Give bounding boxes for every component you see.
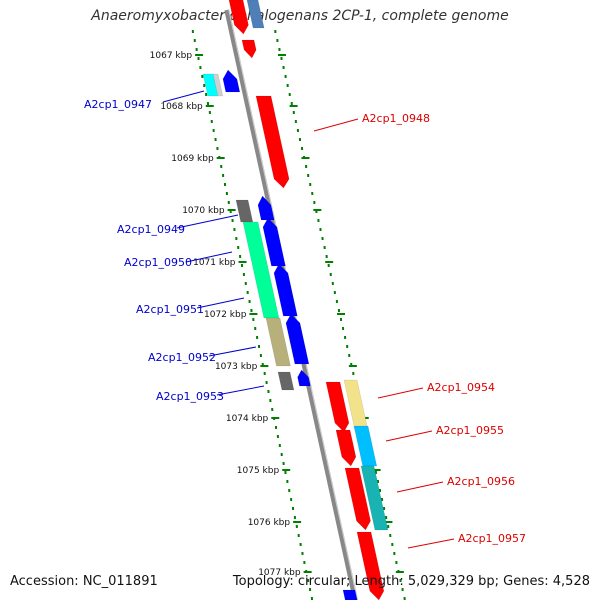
gene-label[interactable]: A2cp1_0952 [148, 351, 216, 364]
gene-feature[interactable] [212, 73, 224, 97]
gene-label-leader [313, 118, 359, 132]
gene-label-leader [196, 297, 245, 309]
tick-label: 1069 kbp [171, 154, 214, 164]
gene-label-leader [176, 214, 239, 229]
gene-feature[interactable] [235, 199, 254, 223]
tick-label: 1068 kbp [160, 102, 203, 112]
gene-label[interactable]: A2cp1_0948 [362, 112, 430, 125]
gene-feature[interactable] [262, 217, 286, 267]
gene-label[interactable]: A2cp1_0956 [447, 475, 515, 488]
gene-label-leader [377, 387, 424, 399]
gene-feature[interactable] [273, 263, 298, 317]
gene-feature[interactable] [325, 381, 350, 433]
accession-text: Accession: NC_011891 [10, 574, 158, 589]
gene-label-leader [162, 90, 205, 103]
tick-label: 1075 kbp [237, 466, 280, 476]
tick-label: 1076 kbp [248, 518, 291, 528]
gene-feature[interactable] [360, 465, 389, 531]
gene-label-leader [385, 430, 433, 442]
gene-feature[interactable] [342, 589, 358, 600]
gene-feature[interactable] [335, 429, 357, 467]
gene-label-leader [208, 346, 257, 357]
gene-label-leader [396, 481, 444, 493]
gene-feature[interactable] [246, 0, 265, 29]
gene-feature[interactable] [356, 531, 385, 600]
gene-label[interactable]: A2cp1_0947 [84, 98, 152, 111]
tick-label: 1073 kbp [215, 362, 258, 372]
gene-label[interactable]: A2cp1_0951 [136, 303, 204, 316]
gene-label[interactable]: A2cp1_0957 [458, 532, 526, 545]
map-title: Anaeromyxobacter dehalogenans 2CP-1, com… [91, 8, 509, 24]
gene-feature[interactable] [353, 425, 378, 467]
genome-summary-text: Topology: circular; Length: 5,029,329 bp… [232, 574, 590, 589]
gene-feature[interactable] [222, 69, 241, 93]
tick-label: 1070 kbp [182, 206, 225, 216]
gene-label-leader [185, 251, 233, 263]
gene-feature[interactable] [285, 313, 310, 365]
tick-label: 1071 kbp [193, 258, 236, 268]
gene-label[interactable]: A2cp1_0949 [117, 223, 185, 236]
gene-label-leader [216, 385, 265, 396]
gene-feature[interactable] [277, 371, 295, 391]
gene-label[interactable]: A2cp1_0953 [156, 390, 224, 403]
tick-label: 1077 kbp [258, 568, 301, 578]
tick-label: 1074 kbp [226, 414, 269, 424]
gene-feature[interactable] [265, 317, 291, 367]
gene-feature[interactable] [344, 467, 371, 531]
gene-label[interactable]: A2cp1_0950 [124, 256, 192, 269]
gene-label[interactable]: A2cp1_0955 [436, 424, 504, 437]
gene-feature[interactable] [228, 0, 249, 35]
tick-label: 1072 kbp [204, 310, 247, 320]
gene-feature[interactable] [257, 195, 275, 221]
gene-feature[interactable] [241, 39, 257, 59]
tick-label: 1067 kbp [150, 51, 193, 61]
gene-label[interactable]: A2cp1_0954 [427, 381, 495, 394]
gene-feature[interactable] [255, 95, 290, 189]
gene-feature[interactable] [297, 369, 311, 387]
gene-label-leader [407, 538, 455, 549]
